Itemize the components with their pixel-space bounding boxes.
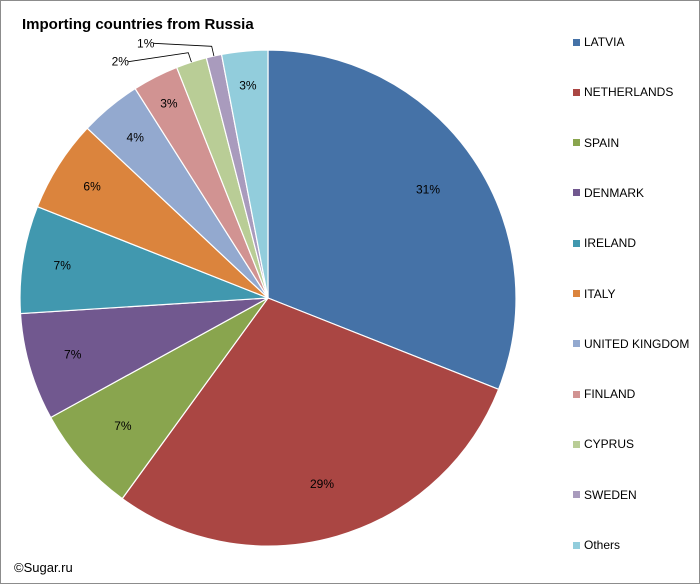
legend-label: IRELAND bbox=[584, 236, 637, 251]
legend-swatch bbox=[573, 290, 580, 297]
legend-swatch bbox=[573, 239, 580, 247]
chart-title: Importing countries from Russia bbox=[22, 16, 254, 33]
data-label-latvia: 31% bbox=[416, 182, 440, 196]
legend-item-denmark: DENMARK bbox=[573, 185, 644, 201]
legend-swatch bbox=[573, 38, 580, 46]
data-label-italy: 6% bbox=[83, 179, 101, 193]
pie-slice-others bbox=[220, 49, 269, 299]
legend-swatch bbox=[573, 491, 580, 499]
legend-label: NETHERLANDS bbox=[584, 85, 674, 100]
legend-label: SPAIN bbox=[584, 135, 620, 150]
legend-label: FINLAND bbox=[584, 387, 636, 402]
pie-slice-ireland bbox=[19, 205, 269, 315]
data-label-finland: 3% bbox=[160, 97, 178, 111]
legend-label: CYPRUS bbox=[584, 437, 635, 452]
leader-line-sweden bbox=[153, 42, 215, 57]
legend-item-ireland: IRELAND bbox=[573, 235, 636, 251]
data-label-denmark: 7% bbox=[64, 348, 82, 362]
legend-label: ITALY bbox=[584, 286, 616, 301]
legend-item-spain: SPAIN bbox=[573, 135, 619, 151]
data-label-united-kingdom: 4% bbox=[127, 131, 145, 145]
legend-label: SWEDEN bbox=[584, 487, 637, 502]
data-label-ireland: 7% bbox=[54, 258, 72, 272]
pie-slice-netherlands bbox=[121, 297, 500, 547]
leader-line-cyprus bbox=[128, 52, 192, 63]
legend-swatch bbox=[573, 390, 580, 398]
legend-swatch bbox=[573, 189, 580, 197]
data-label-spain: 7% bbox=[114, 419, 132, 433]
pie-slice-denmark bbox=[19, 297, 269, 419]
legend-label: UNITED KINGDOM bbox=[584, 336, 690, 351]
data-label-others: 3% bbox=[239, 79, 257, 93]
legend-swatch bbox=[573, 340, 580, 348]
legend-item-united-kingdom: UNITED KINGDOM bbox=[573, 336, 689, 352]
data-label-netherlands: 29% bbox=[310, 477, 334, 491]
data-label-sweden: 1% bbox=[137, 36, 155, 50]
legend-item-italy: ITALY bbox=[573, 286, 616, 302]
pie-slice-spain bbox=[49, 297, 269, 500]
legend-label: LATVIA bbox=[584, 35, 625, 49]
legend-item-others: Others bbox=[573, 537, 620, 553]
legend-label: DENMARK bbox=[584, 185, 645, 200]
data-label-cyprus: 2% bbox=[112, 55, 130, 69]
legend-swatch bbox=[573, 440, 580, 448]
credit-text: ©Sugar.ru bbox=[14, 560, 73, 575]
legend-item-finland: FINLAND bbox=[573, 386, 635, 402]
legend-swatch bbox=[573, 541, 580, 549]
legend-swatch bbox=[573, 139, 580, 147]
pie-slice-latvia bbox=[267, 49, 517, 391]
legend-item-cyprus: CYPRUS bbox=[573, 436, 634, 452]
legend-item-netherlands: NETHERLANDS bbox=[573, 84, 673, 100]
legend-item-sweden: SWEDEN bbox=[573, 487, 637, 503]
legend-label: Others bbox=[584, 538, 621, 552]
legend-item-latvia: LATVIA bbox=[573, 34, 624, 50]
legend-swatch bbox=[573, 88, 580, 96]
